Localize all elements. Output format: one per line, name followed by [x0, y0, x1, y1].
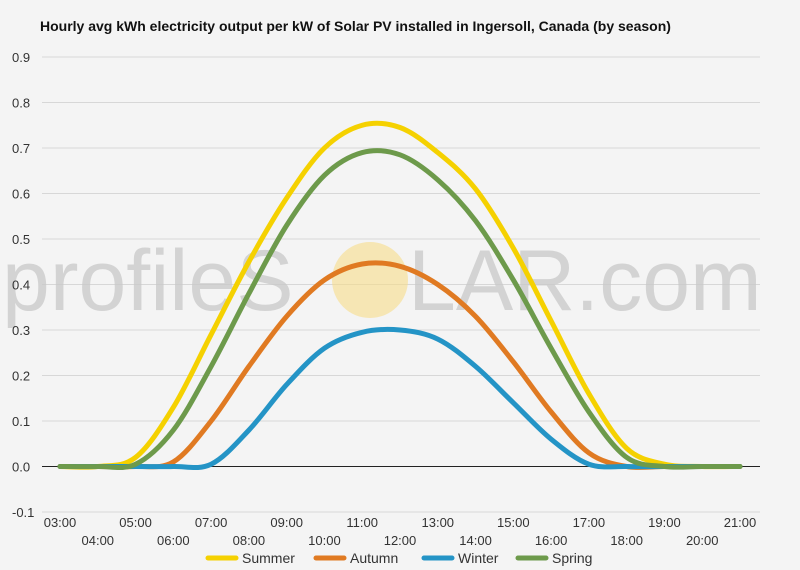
series-line-spring: [57, 148, 743, 471]
x-tick-label: 11:00: [346, 515, 378, 530]
y-tick-label: 0.5: [12, 232, 30, 247]
y-axis-ticks: 0.9 0.8 0.7 0.6 0.5 0.4 0.3 0.2 0.1 0.0 -0.1: [12, 50, 34, 520]
x-tick-label: 06:00: [157, 533, 190, 548]
y-tick-label: 0.0: [12, 460, 30, 475]
watermark-text-left: profileS: [2, 233, 294, 329]
y-tick-label: 0.2: [12, 369, 30, 384]
x-tick-label: 12:00: [384, 533, 417, 548]
x-tick-label: 18:00: [610, 533, 643, 548]
y-tick-label: 0.7: [12, 141, 30, 156]
legend-label: Summer: [242, 550, 295, 566]
x-tick-label: 14:00: [459, 533, 492, 548]
x-tick-label: 20:00: [686, 533, 719, 548]
y-tick-label: 0.4: [12, 278, 30, 293]
x-tick-label: 21:00: [724, 515, 757, 530]
y-tick-label: 0.9: [12, 50, 30, 65]
x-tick-label: 04:00: [82, 533, 115, 548]
x-tick-label: 09:00: [270, 515, 303, 530]
watermark-text-right: LAR.com: [408, 233, 762, 329]
watermark-sun-icon: [332, 242, 408, 318]
x-tick-label: 17:00: [573, 515, 606, 530]
gridlines: [42, 56, 760, 513]
series-lines: [57, 120, 743, 471]
y-tick-label: -0.1: [12, 505, 34, 520]
x-tick-label: 10:00: [308, 533, 341, 548]
series-line-summer: [57, 120, 743, 470]
x-tick-label: 15:00: [497, 515, 530, 530]
watermark: profileS LAR.com: [2, 233, 762, 329]
y-tick-label: 0.1: [12, 414, 30, 429]
chart-title: Hourly avg kWh electricity output per kW…: [40, 18, 671, 34]
x-tick-label: 16:00: [535, 533, 568, 548]
series-line-winter: [57, 326, 743, 471]
y-tick-label: 0.3: [12, 323, 30, 338]
x-axis-ticks: 03:00 04:00 05:00 06:00 07:00 08:00 09:00 10:00…: [44, 515, 757, 548]
x-tick-label: 08:00: [233, 533, 266, 548]
y-tick-label: 0.6: [12, 187, 30, 202]
legend-label: Winter: [458, 550, 499, 566]
legend-label: Autumn: [350, 550, 398, 566]
x-tick-label: 03:00: [44, 515, 77, 530]
x-tick-label: 19:00: [648, 515, 681, 530]
x-tick-label: 07:00: [195, 515, 228, 530]
x-tick-label: 13:00: [422, 515, 455, 530]
y-tick-label: 0.8: [12, 96, 30, 111]
legend-label: Spring: [552, 550, 592, 566]
x-tick-label: 05:00: [119, 515, 152, 530]
legend: Summer Autumn Winter Spring: [205, 550, 592, 566]
